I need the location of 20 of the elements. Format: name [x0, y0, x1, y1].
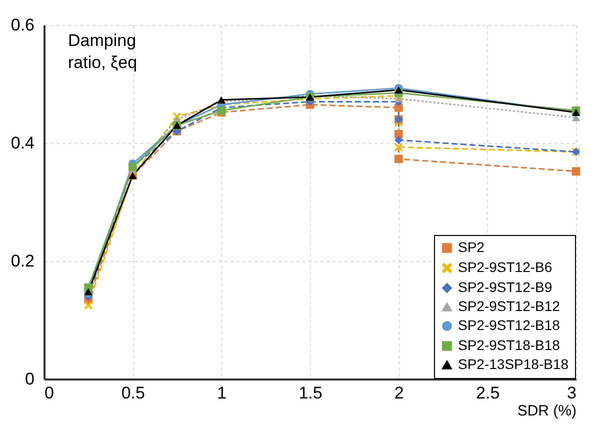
legend-label: SP2: [458, 239, 485, 255]
x-axis-title: SDR (%): [517, 402, 576, 420]
x-tick-label: 1.5: [298, 384, 322, 402]
legend-label: SP2-9ST12-B12: [458, 298, 560, 314]
x-tick-label: 2: [394, 384, 404, 402]
y-tick-label: 0.4: [10, 134, 34, 152]
legend-label: SP2-9ST18-B18: [458, 337, 560, 353]
x-tick-label: 3: [567, 384, 576, 402]
y-tick-label: 0: [25, 370, 34, 388]
legend-label: SP2-9ST12-B18: [458, 317, 560, 333]
x-tick-label: 0: [44, 384, 54, 402]
legend-label: SP2-13SP18-B18: [458, 356, 569, 372]
y-tick-label: 0.2: [10, 252, 34, 270]
y-axis-title: Damping ratio, ξeq: [68, 30, 138, 74]
legend-label: SP2-9ST12-B6: [458, 259, 552, 275]
x-tick-label: 0.5: [121, 384, 145, 402]
x-tick-label: 1: [217, 384, 227, 402]
x-tick-label: 2.5: [476, 384, 500, 402]
legend-label: SP2-9ST12-B9: [458, 279, 552, 295]
y-tick-label: 0.6: [10, 16, 34, 34]
